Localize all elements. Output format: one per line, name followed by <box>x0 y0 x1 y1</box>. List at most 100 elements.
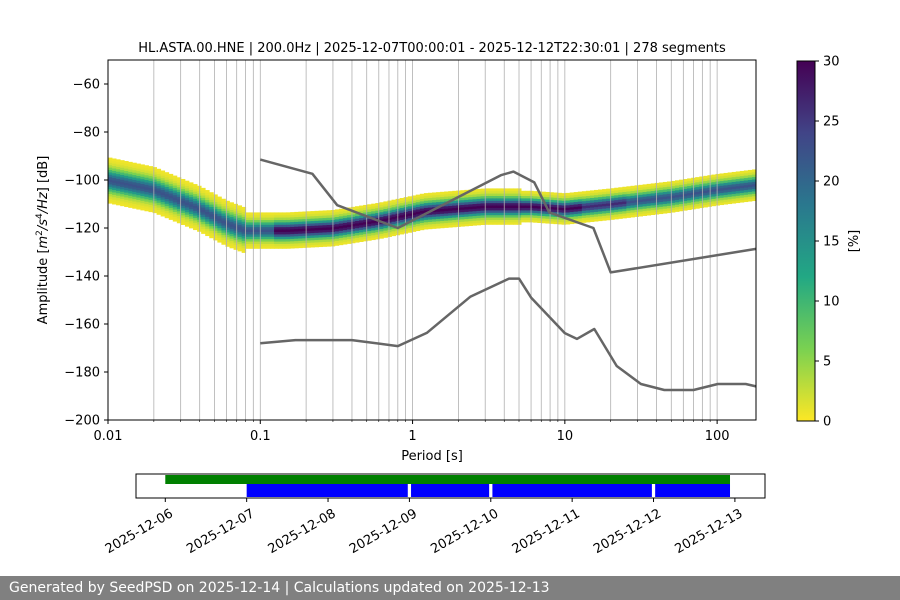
psd-cell <box>500 202 506 206</box>
psd-cell <box>189 182 194 186</box>
psd-cell <box>144 167 149 171</box>
psd-cell <box>112 170 117 174</box>
psd-cell <box>225 203 230 206</box>
psd-cell <box>731 200 737 204</box>
psd-cell <box>662 189 668 192</box>
psd-cell <box>164 181 170 185</box>
psd-cell <box>423 195 429 199</box>
psd-cell <box>237 219 243 223</box>
psd-cell <box>638 199 643 203</box>
psd-cell <box>168 197 174 201</box>
psd-cell <box>452 193 457 197</box>
psd-cell <box>719 185 724 189</box>
y-axis-label: Amplitude [m2/s4/Hz] [dB] <box>35 156 51 325</box>
psd-cell <box>298 221 303 225</box>
psd-cell <box>225 241 230 245</box>
psd-cell <box>128 178 133 182</box>
psd-cell <box>642 213 648 216</box>
psd-cell <box>136 185 141 188</box>
psd-cell <box>472 220 477 224</box>
psd-cell <box>646 191 652 194</box>
psd-cell <box>164 203 170 207</box>
psd-cell <box>427 214 433 218</box>
psd-cell <box>375 222 380 226</box>
psd-cell <box>658 199 664 203</box>
psd-cell <box>618 194 623 198</box>
psd-cell <box>391 223 396 227</box>
psd-cell <box>233 203 238 207</box>
psd-cell <box>229 207 234 210</box>
psd-cell <box>468 203 473 207</box>
psd-cell <box>156 180 162 184</box>
psd-cell <box>306 237 311 241</box>
psd-cell <box>747 172 753 176</box>
psd-cell <box>735 195 741 199</box>
psd-cell <box>432 221 437 225</box>
psd-cell <box>265 212 271 216</box>
psd-cell <box>253 238 259 242</box>
psd-cell <box>383 213 388 217</box>
psd-cell <box>193 215 198 219</box>
psd-cell <box>468 194 473 198</box>
psd-cell <box>318 229 324 233</box>
psd-cell <box>630 188 635 192</box>
psd-cell <box>338 213 344 217</box>
psd-cell <box>444 205 449 209</box>
psd-cell <box>464 189 469 193</box>
psd-cell <box>355 220 360 224</box>
psd-cell <box>346 233 352 237</box>
psd-cell <box>355 230 360 234</box>
psd-cell <box>136 206 141 210</box>
timeline-tick-label: 2025-12-10 <box>428 506 501 557</box>
psd-cell <box>561 219 567 223</box>
psd-cell <box>460 190 465 194</box>
psd-cell <box>565 202 571 206</box>
psd-cell <box>585 212 591 216</box>
psd-cell <box>634 206 639 210</box>
psd-cell <box>294 226 299 230</box>
psd-cell <box>662 196 668 200</box>
psd-cell <box>261 226 267 230</box>
psd-cell <box>342 208 348 211</box>
psd-cell <box>423 207 429 211</box>
psd-cell <box>160 189 166 193</box>
psd-cell <box>581 208 587 211</box>
psd-cell <box>172 189 178 193</box>
psd-cell <box>112 175 117 179</box>
psd-cell <box>695 189 700 192</box>
psd-cell <box>610 212 615 216</box>
psd-cell <box>654 202 660 205</box>
psd-cell <box>152 210 157 214</box>
psd-cell <box>508 217 514 220</box>
psd-cell <box>363 212 368 215</box>
psd-cell <box>549 213 554 217</box>
psd-cell <box>306 242 311 246</box>
psd-cell <box>351 238 356 241</box>
psd-cell <box>346 221 352 225</box>
psd-cell <box>375 234 380 238</box>
psd-cell <box>598 213 603 217</box>
psd-cell <box>116 171 121 175</box>
psd-cell <box>229 219 234 222</box>
psd-cell <box>675 192 680 196</box>
psd-cell <box>306 218 311 222</box>
psd-cell <box>711 188 716 192</box>
psd-cell <box>472 215 477 219</box>
psd-cell <box>180 195 186 199</box>
psd-cell <box>464 216 469 220</box>
psd-cell <box>594 204 599 208</box>
psd-cell <box>585 217 591 220</box>
psd-cell <box>387 234 392 237</box>
psd-cell <box>561 214 567 218</box>
psd-cell <box>606 210 611 214</box>
psd-cell <box>241 209 247 213</box>
psd-cell <box>549 206 554 210</box>
psd-cell <box>282 243 287 247</box>
psd-cell <box>209 192 214 196</box>
psd-cell <box>642 205 648 209</box>
psd-cell <box>638 194 643 198</box>
psd-cell <box>156 204 162 208</box>
psd-cell <box>411 197 417 201</box>
psd-cell <box>237 214 243 218</box>
psd-cell <box>318 210 324 214</box>
